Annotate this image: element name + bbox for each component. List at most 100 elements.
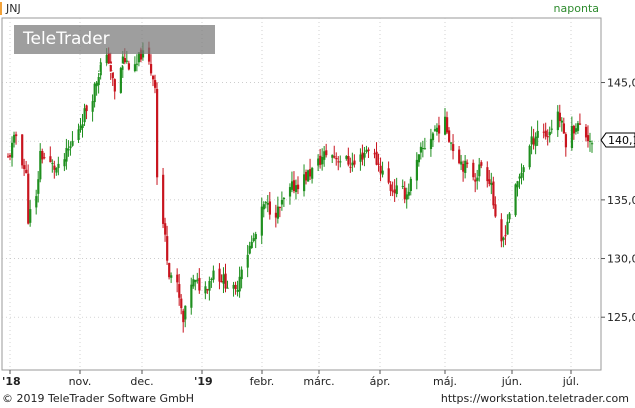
candle-up [506, 221, 509, 235]
candle-down [154, 80, 157, 88]
candle-down [147, 47, 151, 62]
candle-up [204, 286, 207, 294]
candle-up [574, 128, 578, 132]
candle-down [462, 163, 465, 172]
candle-up [415, 159, 418, 181]
candle-down [564, 134, 568, 148]
candle-down [472, 162, 475, 178]
candle-up [91, 101, 94, 112]
candle-up [423, 148, 427, 150]
candle-up [490, 182, 493, 186]
candle-down [480, 162, 483, 166]
candle-up [307, 170, 310, 182]
y-tick-label: 145,0 [607, 77, 635, 90]
candle-down [333, 156, 336, 158]
x-tick-label: ápr. [370, 375, 391, 388]
candle-down [337, 161, 340, 163]
footer: © 2019 TeleTrader Software GmbH https://… [0, 390, 635, 408]
candle-down [572, 125, 576, 134]
candle-up [210, 278, 213, 281]
candle-down [389, 184, 392, 191]
candle-up [35, 196, 38, 208]
plot-area [1, 17, 602, 371]
candle-up [365, 149, 368, 153]
candle-up [190, 284, 193, 308]
candle-down [127, 63, 131, 70]
candle-up [514, 184, 517, 216]
x-tick-label: máj. [433, 375, 457, 388]
candle-down [149, 64, 153, 74]
candle-down [268, 201, 271, 215]
candle-up [212, 270, 215, 280]
candle-up [339, 161, 342, 163]
candle-down [578, 123, 582, 125]
candle-up [536, 130, 539, 138]
candle-down [558, 112, 561, 122]
candle-up [363, 153, 366, 158]
candle-up [508, 213, 511, 220]
candle-down [43, 157, 46, 159]
candle-down [584, 126, 588, 138]
candle-up [83, 108, 86, 123]
candle-up [528, 145, 531, 168]
candle-up [226, 287, 229, 289]
candle-down [500, 219, 503, 242]
candle-up [433, 129, 437, 131]
candle-down [21, 134, 24, 166]
candle-down [234, 284, 237, 290]
candle-up [121, 56, 124, 70]
candle-down [532, 138, 535, 145]
x-tick-label: márc. [303, 375, 334, 388]
candle-up [548, 131, 551, 136]
candle-up [196, 279, 199, 281]
ticker-label[interactable]: JNJ [6, 2, 21, 15]
candle-down [220, 281, 223, 283]
candle-up [407, 191, 410, 196]
copyright-text: © 2019 TeleTrader Software GmbH [2, 392, 195, 405]
candle-up [556, 111, 559, 131]
candle-up [331, 155, 334, 158]
candle-down [178, 284, 181, 298]
candle-up [303, 174, 306, 192]
candle-down [224, 273, 227, 289]
candle-down [7, 156, 10, 158]
candle-down [452, 144, 455, 152]
candle-down [162, 174, 165, 224]
candle-down [305, 171, 308, 181]
candle-down [107, 52, 110, 64]
candle-up [266, 202, 269, 205]
candle-down [544, 130, 547, 137]
candle-down [218, 268, 221, 282]
candle-down [111, 72, 114, 79]
y-tick-label: 125,0 [607, 311, 635, 324]
candle-up [317, 158, 320, 166]
candle-down [494, 204, 497, 217]
candle-down [391, 190, 394, 192]
candle-down [486, 167, 489, 182]
period-label[interactable]: naponta [553, 2, 599, 15]
candle-up [405, 194, 408, 200]
candle-down [25, 169, 28, 174]
candle-up [381, 170, 384, 175]
candle-up [248, 245, 251, 254]
candle-down [448, 130, 451, 142]
candle-up [443, 116, 447, 135]
candle-down [296, 184, 300, 190]
candle-down [180, 298, 183, 309]
candle-up [359, 154, 362, 162]
candle-up [401, 185, 404, 187]
footer-url[interactable]: https://workstation.teletrader.com [440, 392, 629, 405]
candle-up [264, 202, 267, 204]
candle-up [65, 147, 68, 162]
candle-down [49, 156, 52, 163]
candle-up [99, 62, 102, 76]
candle-down [546, 136, 549, 138]
candle-up [560, 120, 563, 123]
candle-up [137, 52, 141, 63]
candle-up [435, 127, 439, 132]
candle-up [534, 136, 537, 147]
x-tick-label: júl. [562, 375, 580, 388]
candle-down [458, 149, 461, 164]
candle-up [135, 63, 139, 65]
